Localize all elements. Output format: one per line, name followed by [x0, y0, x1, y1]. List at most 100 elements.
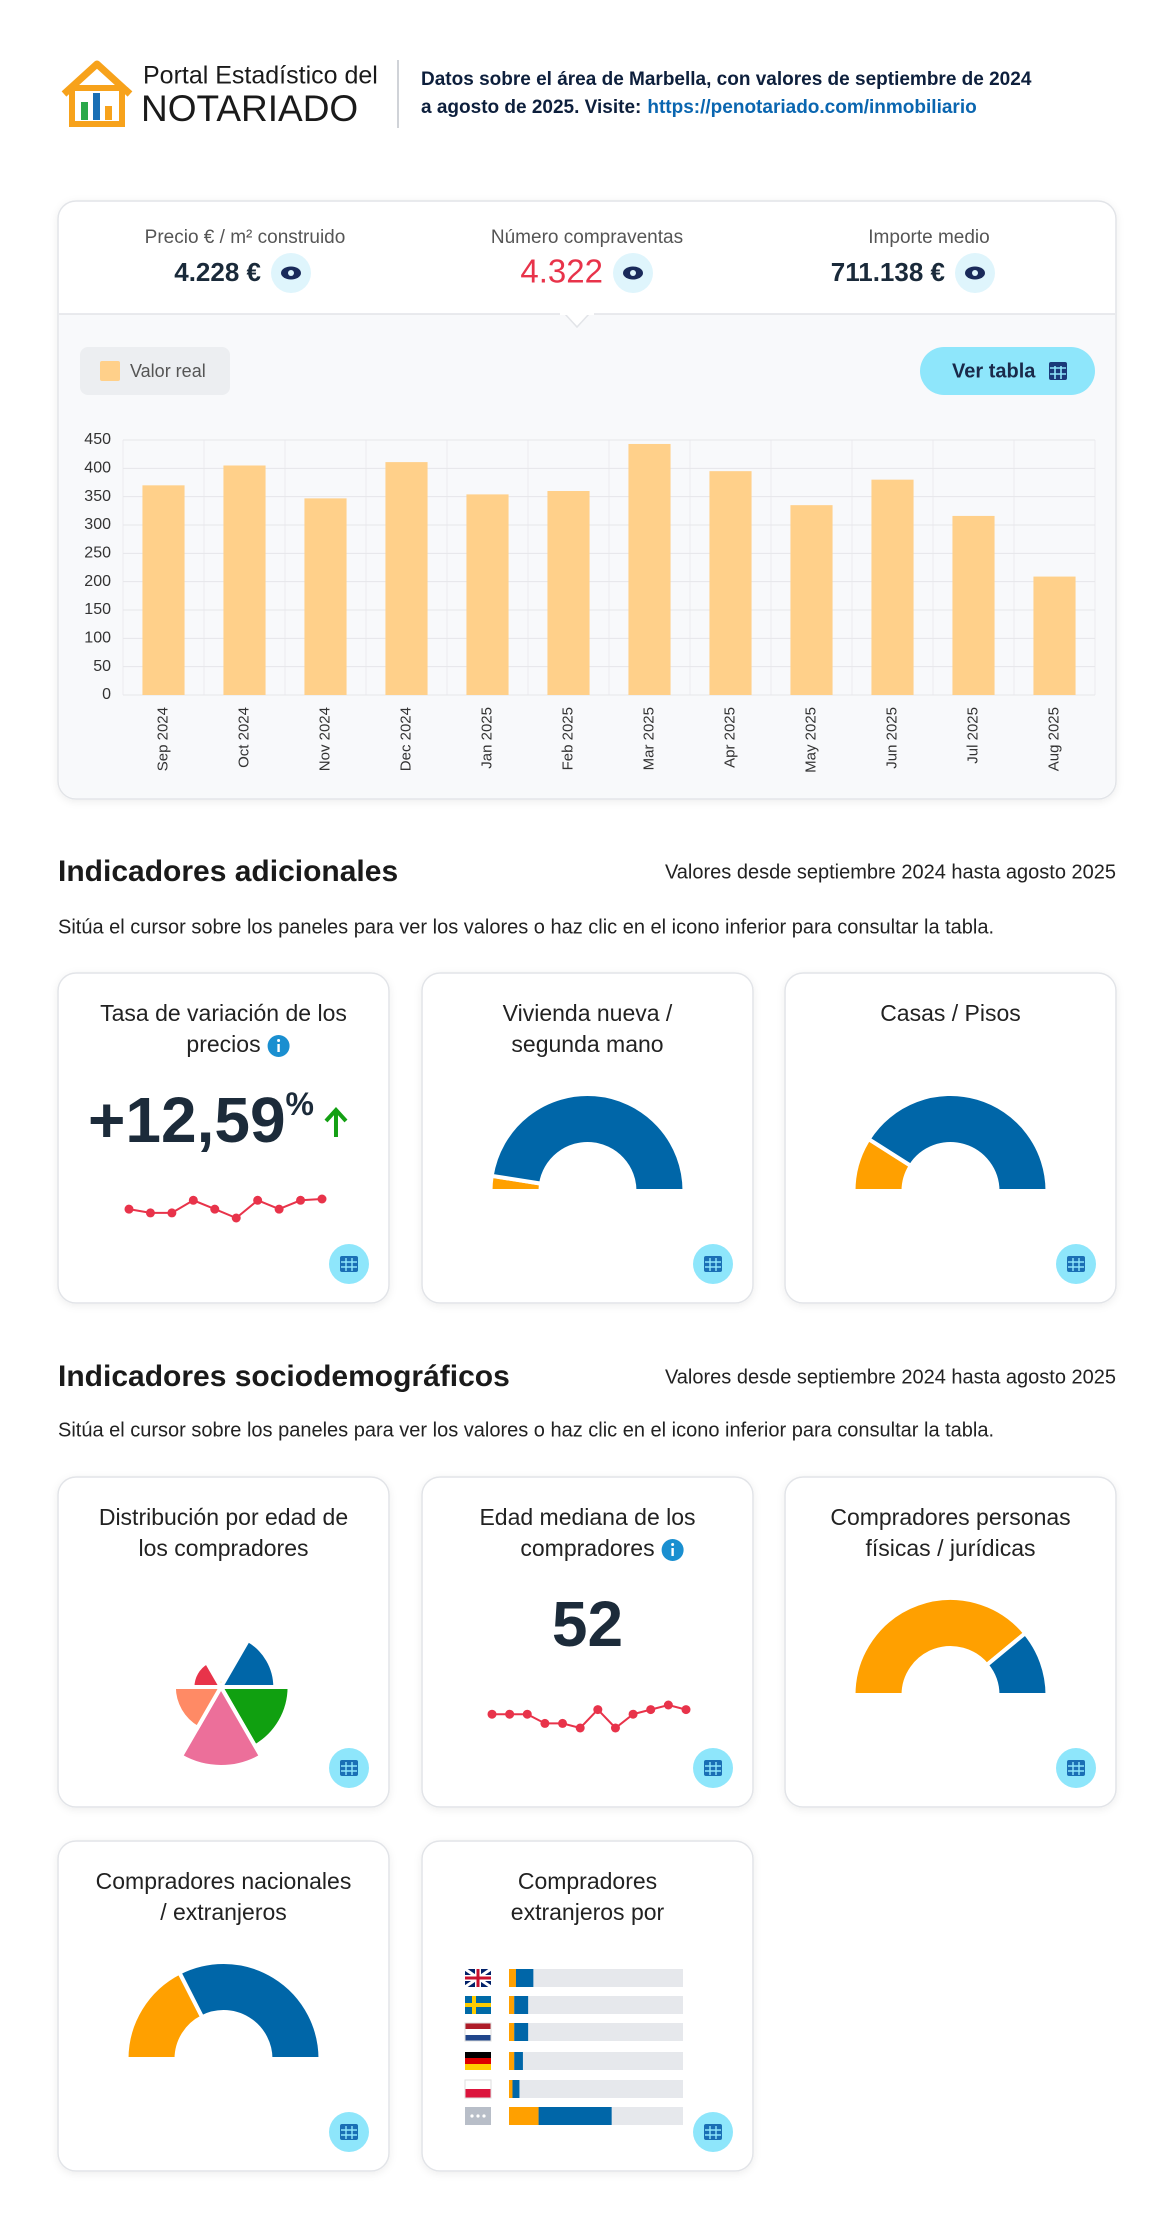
bar	[385, 462, 428, 695]
eye-button[interactable]	[955, 253, 995, 293]
card-title: segunda mano	[511, 1031, 663, 1057]
bar-segment	[515, 1969, 534, 1987]
kpi-value: 711.138 €	[831, 257, 945, 287]
link[interactable]: https://penotariado.com/inmobiliario	[647, 97, 976, 118]
bar-segment	[514, 1996, 529, 2014]
table-icon	[704, 1760, 722, 1776]
x-tick-label: Apr 2025	[721, 707, 738, 768]
sparkline-point	[593, 1705, 603, 1715]
eye-button[interactable]	[271, 253, 311, 293]
bar	[142, 485, 185, 695]
flag-part	[465, 2080, 491, 2089]
indicator-card[interactable]	[57, 1476, 390, 1808]
table-button[interactable]	[693, 1244, 733, 1284]
bar-segment	[509, 2052, 515, 2070]
polar-segment	[171, 1685, 225, 1731]
bar-segment	[509, 2107, 539, 2125]
kpi-label: Número compraventas	[491, 227, 683, 248]
bar-segment	[509, 1996, 515, 2014]
table-button[interactable]	[1056, 1748, 1096, 1788]
logo-bar	[105, 106, 112, 120]
bar-segment	[509, 1969, 516, 1987]
table-icon	[1067, 1256, 1085, 1272]
y-tick-label: 200	[84, 573, 111, 590]
section-title: Indicadores adicionales	[58, 855, 398, 888]
bar-segment	[509, 2080, 513, 2098]
table-icon	[705, 1762, 721, 1775]
card-title: los compradores	[138, 1535, 308, 1561]
card-title: Compradores	[518, 1868, 657, 1894]
table-icon	[340, 1760, 358, 1776]
info-icon	[277, 1039, 281, 1042]
eye-icon	[630, 270, 636, 276]
bar	[1033, 576, 1076, 695]
flag-part	[482, 2114, 486, 2118]
bar-track	[509, 2023, 683, 2041]
bar-track	[509, 2052, 683, 2070]
bar-segment	[512, 2080, 520, 2098]
y-tick-label: 50	[93, 658, 111, 675]
flag-part	[464, 2022, 492, 2042]
x-tick-label: Dec 2024	[397, 707, 414, 771]
logo[interactable]: Portal Estadístico del NOTARIADO	[61, 60, 378, 129]
logo-text: Portal Estadístico del	[143, 62, 378, 90]
trend-arrow	[324, 1107, 348, 1137]
sparkline-point	[296, 1195, 306, 1205]
description: a agosto de 2025. Visite: https://penotar…	[421, 97, 977, 118]
flag-part	[470, 2114, 474, 2118]
sparkline-point	[317, 1194, 327, 1204]
bar	[952, 515, 995, 695]
flag-part	[465, 2035, 491, 2041]
pointer-mask	[560, 312, 594, 315]
description: a agosto de 2025. Visite:	[421, 97, 641, 118]
bar-segment	[509, 2023, 515, 2041]
table-button[interactable]	[1056, 1244, 1096, 1284]
table-button[interactable]	[329, 1244, 369, 1284]
sparkline-point	[274, 1204, 284, 1214]
flag	[465, 2107, 491, 2125]
flag-part	[465, 2064, 491, 2070]
logo-roof	[61, 60, 133, 97]
table-icon	[1068, 1258, 1084, 1271]
sparkline-point	[558, 1718, 568, 1728]
table-button[interactable]	[693, 1748, 733, 1788]
card-value: 52	[552, 1588, 623, 1660]
y-tick-label: 250	[84, 545, 111, 562]
card-title: Distribución por edad de	[99, 1504, 348, 1530]
sparkline-point	[646, 1705, 656, 1715]
eye-icon	[288, 270, 294, 276]
card-unit: %	[286, 1086, 314, 1122]
x-tick-label: Oct 2024	[235, 707, 252, 768]
card-title: / extranjeros	[160, 1899, 287, 1925]
table-icon	[341, 1762, 357, 1775]
legend[interactable]	[80, 347, 230, 395]
flag	[464, 1967, 492, 1989]
logo-bar	[81, 102, 88, 120]
x-tick-label: Aug 2025	[1045, 707, 1062, 771]
table-icon	[704, 2124, 722, 2140]
logo-text: NOTARIADO	[141, 88, 358, 129]
table-button[interactable]	[693, 2112, 733, 2152]
sparkline-point	[540, 1718, 550, 1728]
table-icon	[341, 1258, 357, 1271]
flag	[465, 2052, 491, 2070]
indicator-card[interactable]	[57, 972, 390, 1304]
sparkline-point	[231, 1213, 241, 1223]
bar-track	[509, 2080, 683, 2098]
sparkline-point	[628, 1709, 638, 1719]
table-button[interactable]	[329, 2112, 369, 2152]
table-button[interactable]	[920, 347, 1095, 395]
kpi-value: 4.322	[520, 253, 603, 290]
eye-button[interactable]	[613, 253, 653, 293]
card-title: Vivienda nueva /	[503, 1000, 673, 1026]
flag	[464, 2022, 492, 2042]
card-title: Casas / Pisos	[880, 1000, 1021, 1026]
x-tick-label: Jan 2025	[478, 707, 495, 769]
icon	[1050, 366, 1066, 379]
flag-part	[465, 2023, 491, 2029]
bar	[304, 498, 347, 695]
bar-segment	[538, 2107, 612, 2125]
table-button[interactable]	[329, 1748, 369, 1788]
flag-part	[465, 1976, 491, 1980]
logo-bar	[93, 93, 100, 120]
